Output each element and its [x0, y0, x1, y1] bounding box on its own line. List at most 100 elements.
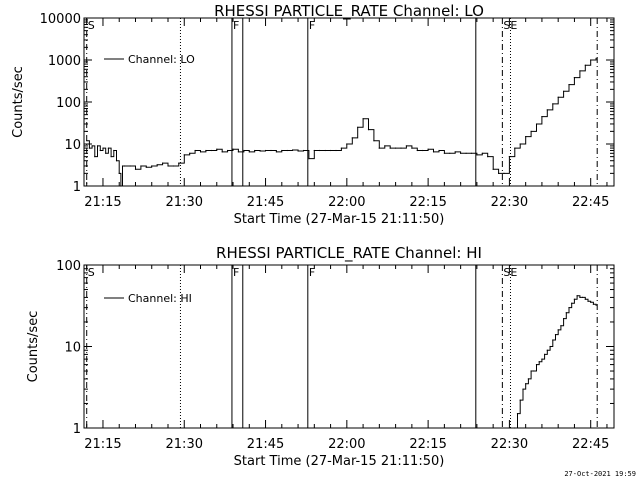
panel-1-data-point [156, 164, 158, 166]
panel-1-data-point [411, 147, 413, 149]
panel-1-data-point [110, 156, 112, 158]
panel-1-data-point [210, 149, 212, 152]
panel-1-data-point [99, 149, 101, 152]
panel-2-plot-frame [83, 264, 615, 429]
panel-2-data-point [522, 388, 524, 390]
panel-2-x-tick-label: 22:15 [409, 437, 446, 452]
panel-1-x-tick-label: 21:45 [247, 195, 284, 210]
panel-2-event-marker-label: F [309, 266, 315, 279]
panel-1-data-point [487, 156, 489, 158]
panel-1-data-point [498, 172, 500, 174]
panel-1-data-point [427, 148, 429, 150]
panel-1-data-point [94, 156, 96, 158]
panel-1-data-point [525, 136, 527, 138]
panel-1-data-point [118, 172, 120, 174]
panel-1-data-point [243, 149, 245, 152]
panel-1-data-point [124, 165, 126, 167]
panel-1-data-point [205, 149, 207, 152]
panel-2-y-tick-label: 1 [73, 422, 81, 437]
panel-1-data-point [162, 162, 164, 164]
panel-2-data-point [563, 318, 565, 320]
panel-1-data-point [400, 147, 402, 149]
panel-1-data-point [476, 154, 478, 156]
panel-1-data-point [389, 147, 391, 149]
panel-1-data-point [189, 152, 191, 154]
panel-1-data-point [151, 165, 153, 167]
panel-2-data-point [582, 296, 584, 298]
panel-2-x-tick-label: 22:00 [328, 437, 365, 452]
panel-1-x-tick-label: 22:00 [328, 195, 365, 210]
panel-1-data-point [535, 123, 538, 125]
panel-2-y-tick-label: 100 [56, 259, 81, 274]
panel-2-data-point [527, 378, 530, 380]
panel-1-event-marker-label: SE [503, 19, 517, 32]
panel-1-data-point [264, 149, 267, 152]
panel-1-data-point [297, 150, 299, 152]
panel-2-event-marker-label: F [233, 266, 239, 279]
panel-1-data-point [88, 147, 90, 149]
panel-1-data-point [519, 143, 521, 145]
panel-1-data-point [129, 165, 131, 167]
panel-2-y-axis-label: Counts/sec [26, 311, 41, 383]
panel-1-x-tick-label: 22:45 [572, 195, 609, 210]
panel-1-data-point [460, 152, 462, 154]
panel-1-data-point [508, 156, 510, 158]
panel-1-data-point [362, 118, 364, 120]
panel-1-data-point [286, 149, 288, 152]
panel-1-data-point [107, 147, 109, 149]
panel-1-data-point [113, 149, 115, 152]
panel-1-data-point [121, 165, 124, 167]
panel-1-data-point [579, 70, 581, 72]
panel-1-data-point [259, 150, 261, 152]
panel-2-data-point [557, 329, 559, 331]
panel-1-legend-label: Channel: LO [128, 53, 195, 66]
panel-1-y-tick-label: 10000 [40, 12, 81, 27]
panel-1-data-point [115, 160, 118, 162]
timestamp-footer: 27-Oct-2021 19:59 [564, 470, 636, 478]
panel-1-data-point [199, 151, 202, 153]
panel-2-x-tick-label: 22:30 [491, 437, 528, 452]
panel-1-data-point [248, 151, 250, 153]
panel-2-data-point [519, 399, 521, 401]
panel-2-x-tick-label: 21:30 [166, 437, 203, 452]
panel-1-data-point [183, 154, 185, 156]
panel-1-data-point [270, 149, 272, 152]
panel-2-data-point [579, 296, 581, 298]
panel-2-data-point [576, 295, 578, 297]
panel-2-data-point [552, 339, 554, 341]
panel-1-data-point [541, 116, 543, 118]
panel-1-data-point [178, 162, 180, 164]
panel-2-data-point [538, 361, 540, 363]
panel-1-data-point [216, 148, 218, 150]
panel-1-data-point [340, 147, 342, 149]
panel-1-data-point [438, 149, 440, 152]
panel-1-data-point [492, 168, 494, 170]
panel-2-data-point [535, 364, 538, 366]
panel-1-data-point [563, 90, 565, 92]
panel-2-data-point [525, 383, 527, 385]
panel-1-data-point [194, 149, 196, 152]
panel-2-data-point [546, 349, 548, 351]
panel-2-data-point [565, 312, 567, 314]
panel-2-data-point [560, 325, 562, 327]
panel-1-data-point [227, 149, 229, 152]
panel-1-data-point [221, 151, 223, 153]
panel-2-data-point [530, 370, 532, 372]
panel-1-data-point [449, 152, 451, 154]
panel-1-data-point [378, 147, 380, 149]
panel-2-x-tick-label: 21:15 [84, 437, 121, 452]
panel-1-data-point [308, 158, 310, 160]
panel-1-data-point [503, 172, 505, 174]
panel-2-data-point [592, 303, 595, 305]
panel-1-data-point [324, 149, 326, 152]
panel-1-data-point [302, 149, 305, 152]
panel-2-data-point [533, 370, 535, 372]
panel-1-data-point [120, 185, 122, 187]
panel-1-data-point [584, 64, 586, 66]
panel-1-y-axis-label: Counts/sec [11, 66, 26, 138]
panel-1-data-point [573, 77, 576, 79]
panel-1-data-point [167, 165, 169, 167]
panel-1-data-point [346, 143, 348, 145]
panel-1-event-marker-label: F [233, 19, 239, 32]
